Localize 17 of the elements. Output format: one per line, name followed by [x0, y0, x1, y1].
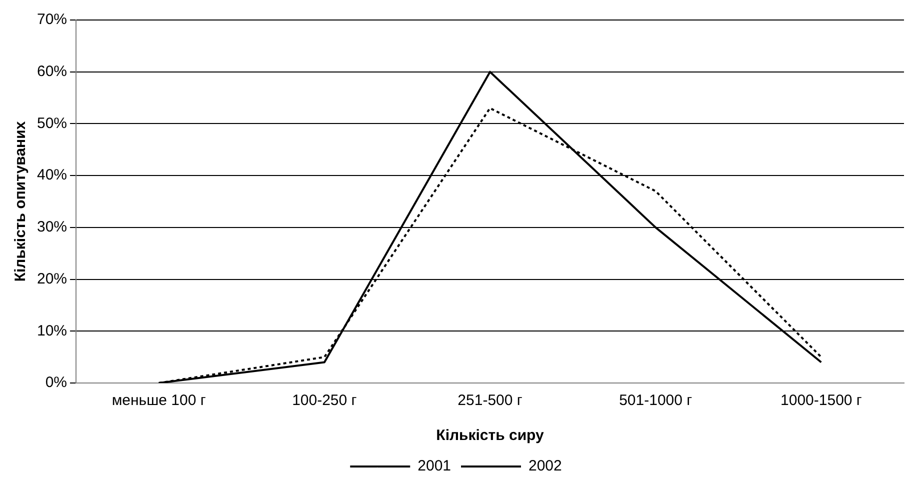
y-tick-label: 10% — [36, 322, 68, 340]
y-tick-label: 0% — [45, 374, 68, 392]
x-tick-label: 1000-1500 г — [780, 392, 862, 410]
x-tick-label: 501-1000 г — [619, 392, 693, 410]
legend-label: 2001 — [418, 458, 452, 475]
x-axis-title: Кількість сиру — [436, 427, 545, 444]
x-tick-label: 100-250 г — [292, 392, 358, 410]
legend-label: 2002 — [528, 458, 562, 475]
y-tick-label: 20% — [36, 270, 68, 288]
y-axis-title: Кількість опитуваних — [12, 120, 30, 282]
y-tick-label: 60% — [36, 63, 68, 80]
y-tick-label: 40% — [36, 166, 68, 184]
x-tick-label: меньше 100 г — [112, 392, 206, 410]
y-tick-label: 50% — [36, 114, 68, 132]
y-tick-label: 30% — [36, 218, 68, 236]
y-tick-label: 70% — [36, 11, 68, 28]
x-tick-label: 251-500 г — [458, 392, 523, 410]
